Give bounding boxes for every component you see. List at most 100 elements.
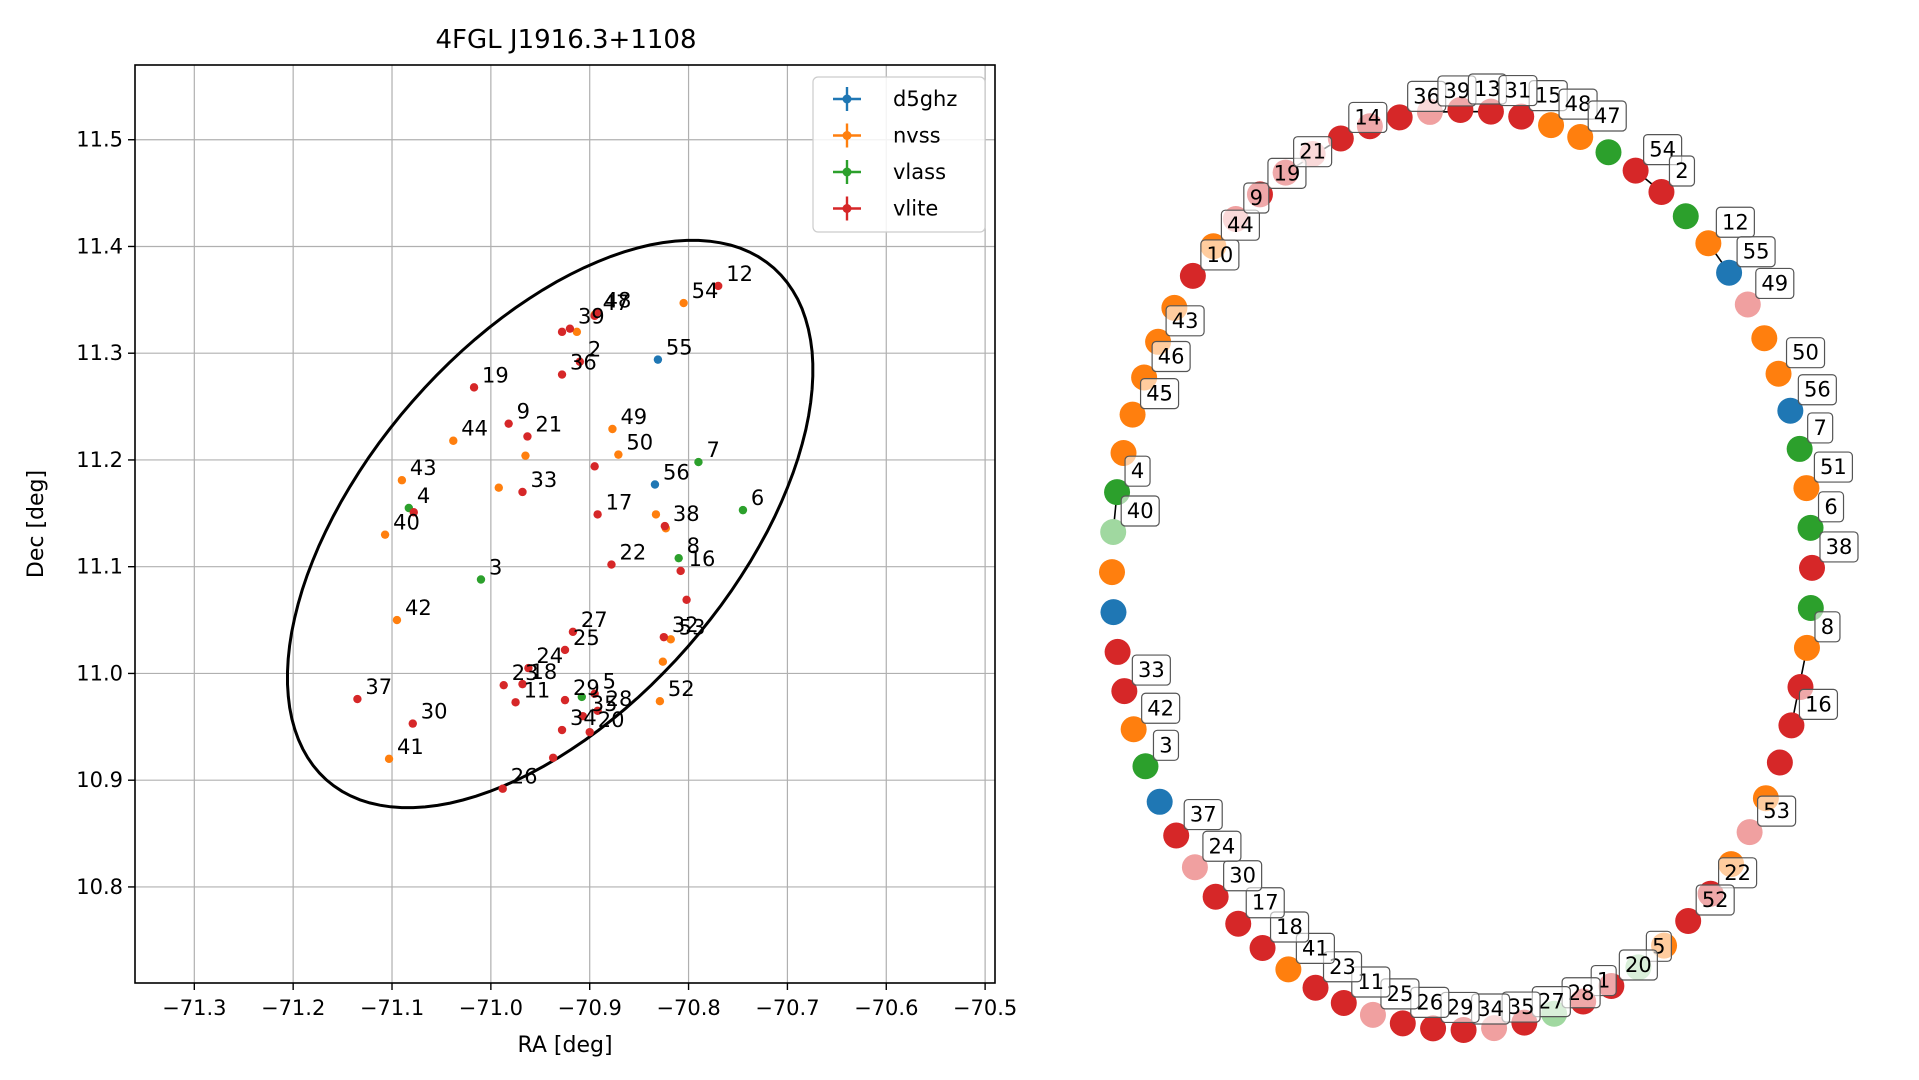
nvss-point	[655, 696, 665, 706]
vlite-point	[511, 698, 520, 707]
node-label: 46	[1158, 344, 1185, 368]
node-label: 6	[1824, 495, 1837, 519]
graph-node	[1786, 435, 1813, 462]
node-label: 27	[1538, 990, 1565, 1014]
point-label: 23	[512, 661, 539, 685]
node-label-box	[1785, 337, 1826, 369]
graph-node	[1672, 203, 1699, 230]
node-label-box	[1202, 830, 1242, 862]
legend-marker-dot	[842, 167, 852, 177]
x-tick-label: −70.6	[854, 996, 918, 1020]
graph-node	[1104, 638, 1131, 665]
node-label: 52	[1702, 888, 1729, 912]
point-label: 42	[405, 596, 432, 620]
node-label: 30	[1229, 864, 1256, 888]
point-label: 4	[417, 484, 430, 508]
node-label-box	[1498, 74, 1538, 107]
point-label: 3	[489, 556, 502, 580]
node-label: 21	[1299, 140, 1326, 164]
nvss-point	[651, 510, 661, 519]
node-label-box	[1817, 491, 1845, 523]
y-tick-label: 11.4	[76, 234, 123, 258]
node-label: 36	[1413, 84, 1440, 108]
graph-node	[1225, 910, 1252, 937]
point-label: 38	[673, 502, 700, 526]
graph-node	[1648, 178, 1675, 205]
vlass-point	[577, 692, 587, 702]
node-label: 4	[1131, 459, 1144, 483]
point-label: 18	[530, 660, 557, 684]
graph-node	[1359, 1001, 1386, 1028]
vlite-point	[568, 627, 578, 637]
vlite-point	[557, 327, 567, 337]
graph-node	[1734, 291, 1761, 318]
vlite-point	[409, 508, 418, 517]
graph-node	[1302, 974, 1329, 1001]
vlite-point	[557, 370, 567, 379]
nvss-point	[679, 298, 688, 308]
vlite-point	[565, 324, 575, 333]
node-label: 45	[1146, 382, 1173, 406]
nvss-point	[384, 754, 394, 764]
node-label-box	[1348, 101, 1388, 134]
point-label: 44	[461, 417, 488, 441]
graph-node	[1793, 634, 1820, 661]
y-tick-labels: 10.8 10.9 11.0 11.1 11.2 11.3 11.4 11.5	[76, 128, 135, 899]
vlite-point	[590, 311, 599, 321]
node-label-box	[1819, 531, 1859, 563]
graph-node	[1716, 259, 1743, 286]
legend-label: vlite	[893, 197, 938, 221]
nvss-point	[494, 483, 503, 492]
node-label-box	[1243, 182, 1270, 214]
vlite-point	[593, 510, 602, 519]
point-label: 35	[591, 692, 618, 716]
point-label: 55	[666, 336, 693, 360]
node-label: 15	[1535, 84, 1562, 108]
node-label-box	[1141, 692, 1181, 724]
vlite-point	[660, 521, 670, 531]
vlite-point	[518, 487, 527, 497]
point-label: 27	[581, 608, 608, 632]
node-label: 35	[1508, 995, 1535, 1019]
node-label: 10	[1207, 243, 1234, 267]
node-label: 34	[1477, 997, 1504, 1021]
x-tick-label: −70.8	[656, 996, 720, 1020]
graph-node	[1622, 157, 1649, 184]
x-axis-label: RA [deg]	[517, 1033, 612, 1058]
point-label: 52	[668, 677, 695, 701]
point-label: 19	[482, 363, 509, 387]
node-label-box	[1223, 860, 1263, 892]
point-label: 2	[588, 338, 601, 362]
node-label: 14	[1354, 105, 1381, 129]
vlite-point	[524, 663, 533, 673]
y-tick-label: 11.0	[76, 661, 123, 685]
node-label-box	[1718, 857, 1758, 889]
node-label-box	[1200, 239, 1240, 271]
vlass-point	[738, 505, 748, 515]
point-label: 41	[397, 735, 424, 759]
node-label: 26	[1416, 990, 1443, 1014]
node-label-box	[1165, 305, 1205, 337]
point-label: 26	[511, 765, 538, 789]
x-tick-label: −71.1	[360, 996, 424, 1020]
vlite-point	[578, 711, 587, 721]
node-label: 55	[1743, 240, 1770, 264]
x-tick-label: −71.0	[459, 996, 523, 1020]
legend-label: nvss	[893, 124, 941, 148]
graph-node	[1675, 908, 1702, 935]
node-label: 20	[1625, 953, 1652, 977]
graph-node	[1389, 1010, 1416, 1037]
node-label: 3	[1159, 733, 1172, 757]
legend-box	[812, 76, 986, 233]
vlite-point	[607, 560, 616, 569]
node-label: 38	[1826, 535, 1853, 559]
point-label: 53	[679, 615, 706, 639]
point-label: 28	[606, 687, 633, 711]
legend: d5ghz nvss vlass vlite	[812, 76, 986, 233]
node-label: 42	[1147, 696, 1174, 720]
x-tick-label: −71.3	[162, 996, 226, 1020]
node-label: 25	[1387, 982, 1414, 1006]
point-label: 49	[620, 405, 647, 429]
legend-marker-dot	[842, 131, 852, 140]
